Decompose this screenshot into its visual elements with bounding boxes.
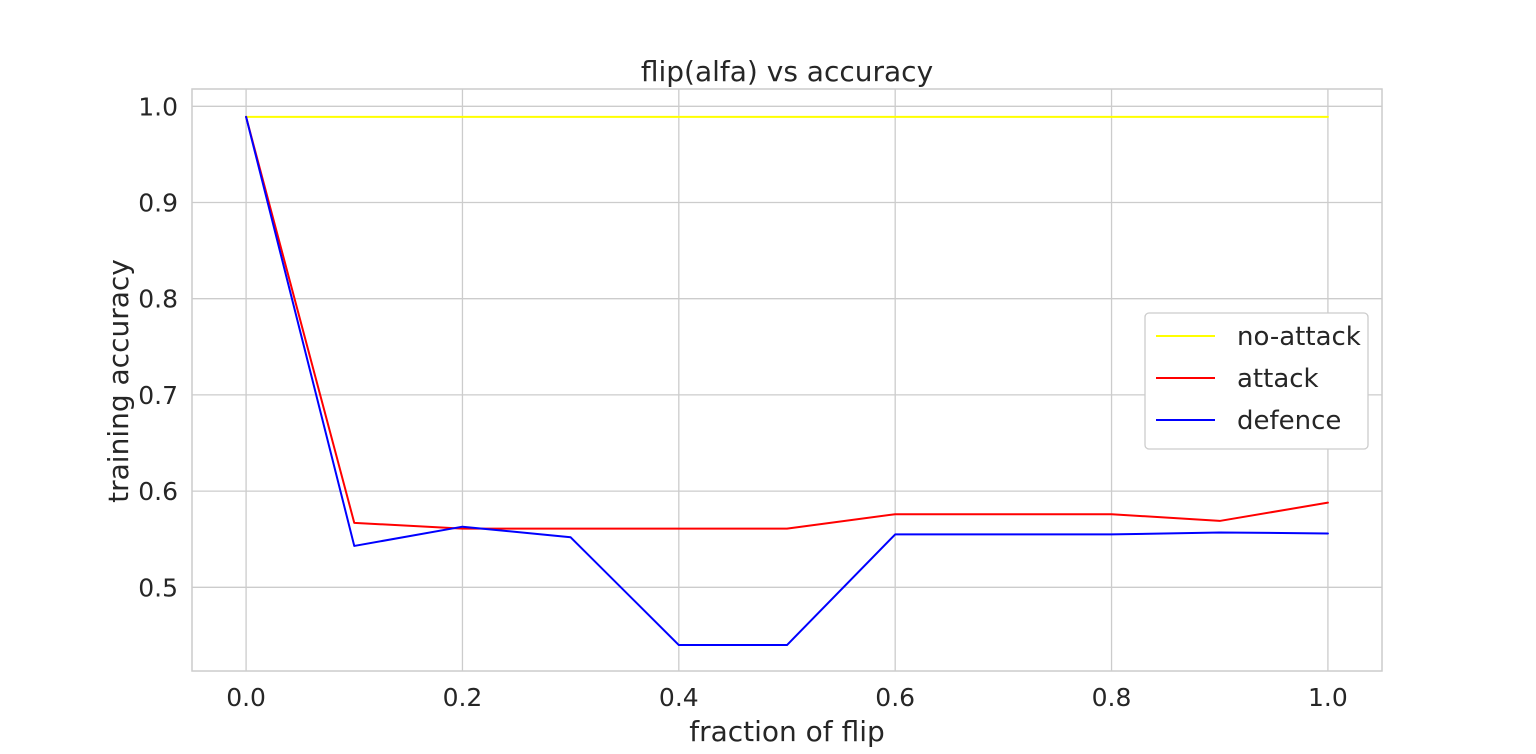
x-tick-labels: 0.0 0.2 0.4 0.6 0.8 1.0 — [226, 683, 1348, 712]
legend-box — [1144, 312, 1369, 450]
legend: no-attack attack defence — [1144, 312, 1369, 450]
y-tick-label: 0.6 — [138, 477, 178, 506]
series-lines — [245, 115, 1329, 647]
y-tick-labels: 0.5 0.6 0.7 0.8 0.9 1.0 — [138, 92, 178, 602]
y-tick-label: 1.0 — [138, 92, 178, 121]
legend-label-attack: attack — [1237, 364, 1319, 394]
x-tick-label: 0.8 — [1092, 683, 1132, 712]
y-axis-label: training accuracy — [102, 259, 135, 503]
y-tick-label: 0.9 — [138, 189, 178, 218]
legend-label-no-attack: no-attack — [1237, 322, 1361, 352]
series-line-defence — [245, 115, 1329, 647]
y-tick-label: 0.5 — [138, 573, 178, 602]
y-tick-label: 0.7 — [138, 381, 178, 410]
x-axis-label: fraction of flip — [689, 715, 885, 748]
x-tick-label: 0.0 — [226, 683, 266, 712]
chart-title: flip(alfa) vs accuracy — [641, 55, 933, 88]
legend-label-defence: defence — [1237, 406, 1341, 436]
x-tick-label: 0.4 — [659, 683, 699, 712]
y-tick-label: 0.8 — [138, 285, 178, 314]
x-tick-label: 1.0 — [1308, 683, 1348, 712]
x-tick-label: 0.6 — [875, 683, 915, 712]
series-line-attack — [245, 115, 1329, 530]
plot-frame — [191, 88, 1383, 672]
x-tick-label: 0.2 — [443, 683, 483, 712]
